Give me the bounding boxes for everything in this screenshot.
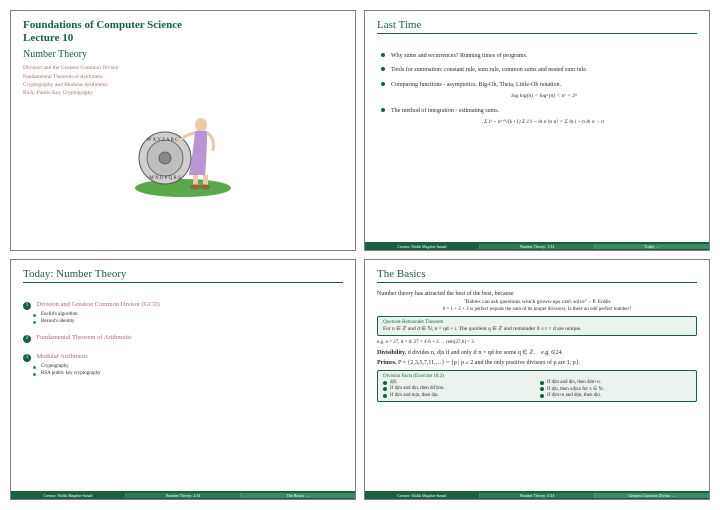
slide-footer: Creator: Malik Magdon-Ismail Number Theo… [365, 242, 709, 250]
slide-heading: Last Time [377, 19, 697, 34]
topic-list: Division and the Greatest Common Divisor… [23, 64, 343, 97]
topic-item: RSA; Public Key Cryptography [23, 89, 343, 97]
perfect-number-text: 6 = 1 + 2 + 3 is perfect (equals the sum… [377, 307, 697, 312]
footer-right: Today → [595, 244, 709, 249]
section-number: 1 [23, 302, 31, 310]
slide-footer: Creator: Malik Magdon-Ismail Number Theo… [11, 491, 355, 499]
sub-list: Euclid's algorithm Bezout's identity [33, 312, 343, 324]
footer-left: Creator: Malik Magdon-Ismail [365, 244, 480, 249]
slide-footer: Creator: Malik Magdon-Ismail Number Theo… [365, 491, 709, 499]
fact-item: If d|m and d|n, then d|m+n. [540, 380, 691, 385]
slide-body: Last Time Why sums and recurrences? Runn… [365, 11, 709, 242]
math-expression: log log(n) < logᵃ(n) < nᶜ < 2ⁿ [391, 93, 697, 101]
qr-example: e.g. n = 27, d = 6: 27 = 4·6 + 3 → rem(2… [377, 340, 697, 345]
footer-left: Creator: Malik Magdon-Ismail [11, 493, 126, 498]
bullet-item: Tools for summation: constant rule, sum … [381, 66, 697, 74]
slide-heading: Today: Number Theory [23, 268, 343, 283]
slide-title: Foundations of Computer Science Lecture … [10, 10, 356, 251]
bullet-list: Why sums and recurrences? Running times … [381, 52, 697, 127]
section-title: Fundamental Theorem of Arithmetic [37, 334, 132, 341]
slide-body: Today: Number Theory 1 Division and Grea… [11, 260, 355, 491]
bullet-item: The method of integration - estimating s… [381, 107, 697, 127]
section-title: Division and Greatest Common Divisor (GC… [37, 301, 160, 308]
sub-item: Euclid's algorithm [33, 312, 343, 317]
divisibility-body: d divides n, d|n if and only if n = qd f… [408, 350, 563, 356]
topic-item: Division and the Greatest Common Divisor [23, 64, 343, 72]
facts-grid: d|0. If d|m and d|n, then d|m+n. If d|m … [383, 380, 691, 398]
footer-right: Greatest Common Divisor → [595, 493, 709, 498]
math-expression: Σ iᵏ ~ nᵏ⁺¹/(k+1) Σ 1/i ~ ln n ln n! = Σ… [391, 119, 697, 127]
sub-item: Bezout's identity [33, 319, 343, 324]
bullet-item: Comparing functions - asymptotics. Big-O… [381, 81, 697, 101]
section: 1 Division and Greatest Common Divisor (… [23, 301, 343, 324]
box-title: Quotient-Remainder Theorem [383, 320, 691, 325]
sub-item: RSA public key cryptography [33, 371, 343, 376]
bullet-item: Why sums and recurrences? Running times … [381, 52, 697, 60]
erdos-quote: "Babies can ask questions which grown-up… [377, 299, 697, 305]
slide-basics: The Basics Number theory has attracted t… [364, 259, 710, 500]
footer-left: Creator: Malik Magdon-Ismail [365, 493, 480, 498]
slide-last-time: Last Time Why sums and recurrences? Runn… [364, 10, 710, 251]
svg-text:M N O P Q R S: M N O P Q R S [149, 176, 181, 181]
fact-item: If d|m and d|n, then dd'|mn. [383, 386, 534, 392]
lecture-subtitle: Number Theory [23, 49, 343, 60]
topic-item: Cryptography and Modular Arithmetic [23, 81, 343, 89]
box-title: Division Facts (Exercise 10.2) [383, 374, 691, 379]
section-title: Modular Arithmetic [37, 353, 89, 360]
division-facts-box: Division Facts (Exercise 10.2) d|0. If d… [377, 370, 697, 402]
fact-item: d|0. [383, 380, 534, 385]
sub-item: Cryptography [33, 364, 343, 369]
section-number: 3 [23, 354, 31, 362]
slide-heading: The Basics [377, 268, 697, 283]
fact-item: If d|m+n and d|m, then d|n. [540, 393, 691, 398]
primes-body: P = {2,3,5,7,11,…} = {p | p ≥ 2 and the … [398, 360, 580, 366]
section: 3 Modular Arithmetic Cryptography RSA pu… [23, 353, 343, 376]
footer-center: Number Theory: 3/14 [480, 493, 595, 498]
footer-center: Number Theory: 1/14 [480, 244, 595, 249]
fact-item: If d|m and m|n, then d|n. [383, 393, 534, 398]
footer-right: The Basics → [241, 493, 355, 498]
primes-text: Primes. P = {2,3,5,7,11,…} = {p | p ≥ 2 … [377, 360, 697, 366]
sections: 1 Division and Greatest Common Divisor (… [23, 301, 343, 376]
divisibility-text: Divisibility. Divisibility. d divides n,… [377, 349, 697, 356]
footer-center: Number Theory: 2/14 [126, 493, 241, 498]
sub-list: Cryptography RSA public key cryptography [33, 364, 343, 376]
slide-body: The Basics Number theory has attracted t… [365, 260, 709, 491]
course-title: Foundations of Computer Science [23, 19, 343, 32]
section: 2 Fundamental Theorem of Arithmetic [23, 334, 343, 343]
intro-text: Number theory has attracted the best of … [377, 291, 697, 297]
lecture-number: Lecture 10 [23, 32, 343, 45]
quotient-remainder-box: Quotient-Remainder Theorem For n ∈ ℤ and… [377, 316, 697, 336]
caesar-cipher-illustration: W X Y Z A B C D M N O P Q R S [23, 103, 343, 200]
box-body: For n ∈ ℤ and d ∈ ℕ, n = qd + r. The quo… [383, 326, 691, 332]
slide-body: Foundations of Computer Science Lecture … [11, 11, 355, 250]
topic-item: Fundamental Theorem of Arithmetic [23, 73, 343, 81]
section-number: 2 [23, 335, 31, 343]
slide-today: Today: Number Theory 1 Division and Grea… [10, 259, 356, 500]
fact-item: If d|n, then xd|xn for x ∈ ℕ. [540, 386, 691, 392]
